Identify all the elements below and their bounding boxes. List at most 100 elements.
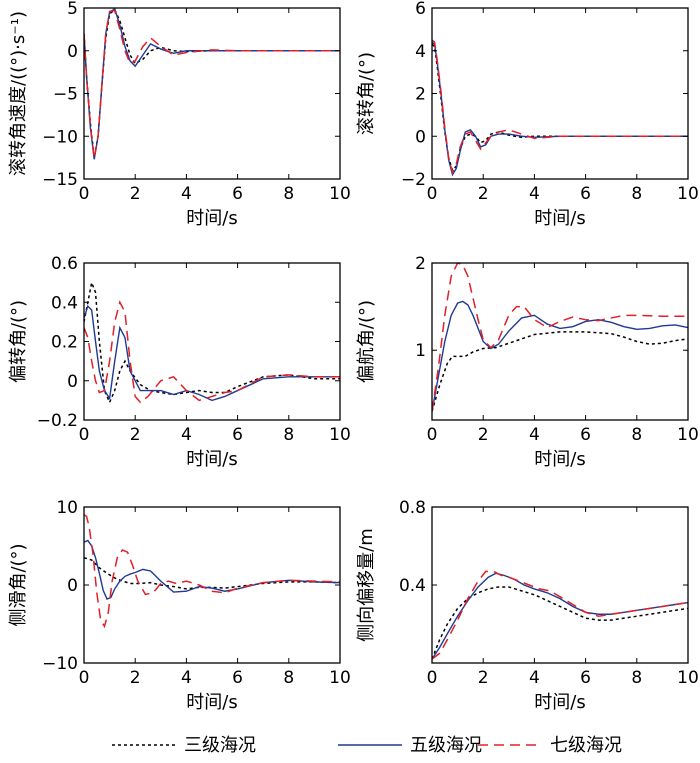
y-axis-label: 侧滑角/(°): [8, 543, 29, 626]
x-tick-label: 2: [130, 668, 141, 688]
axes-frame: [431, 506, 689, 664]
legend-item-s5: 五级海况: [338, 735, 482, 756]
y-tick-label: 2: [415, 85, 426, 105]
x-tick-label: 6: [580, 425, 591, 445]
x-axis-label: 时间/s: [186, 449, 237, 470]
x-axis-label: 时间/s: [534, 692, 585, 713]
x-tick-label: 6: [580, 668, 591, 688]
x-tick-label: 8: [283, 425, 294, 445]
y-axis-label: 偏航角/(°): [356, 300, 377, 383]
legend-label: 三级海况: [184, 735, 256, 756]
x-tick-label: 0: [79, 184, 90, 204]
x-tick-label: 10: [329, 425, 351, 445]
y-tick-label: −15: [42, 170, 78, 190]
x-tick-label: 10: [329, 668, 351, 688]
x-tick-label: 10: [329, 184, 351, 204]
y-tick-label: 0.8: [399, 498, 426, 518]
x-tick-label: 0: [427, 425, 438, 445]
y-tick-label: 0.4: [399, 576, 426, 596]
axes-frame: [431, 262, 689, 421]
series-line-s3: [432, 43, 688, 172]
x-tick-label: 2: [478, 668, 489, 688]
x-tick-label: 6: [232, 668, 243, 688]
x-tick-label: 2: [130, 425, 141, 445]
x-tick-label: 8: [631, 425, 642, 445]
x-tick-label: 10: [677, 668, 699, 688]
y-tick-label: 2: [415, 254, 426, 274]
x-tick-label: 8: [283, 184, 294, 204]
y-tick-label: 5: [67, 0, 78, 19]
x-tick-label: 0: [427, 668, 438, 688]
series-line-s3: [84, 279, 340, 405]
y-tick-label: 0.4: [51, 293, 78, 313]
y-tick-label: 10: [56, 498, 78, 518]
x-tick-label: 0: [79, 668, 90, 688]
series-line-s3: [84, 8, 340, 158]
legend-label: 七级海况: [550, 735, 622, 756]
x-tick-label: 4: [181, 184, 192, 204]
y-axis-label: 滚转角/(°): [356, 52, 377, 135]
x-tick-label: 4: [181, 425, 192, 445]
x-tick-label: 10: [677, 184, 699, 204]
x-tick-label: 8: [631, 668, 642, 688]
y-tick-label: 0: [415, 127, 426, 147]
series-line-s7: [432, 570, 688, 660]
y-tick-label: 0: [67, 42, 78, 62]
x-tick-label: 6: [232, 425, 243, 445]
x-tick-label: 2: [130, 184, 141, 204]
series-line-s3: [84, 556, 340, 590]
y-tick-label: 0: [67, 372, 78, 392]
x-tick-label: 4: [529, 668, 540, 688]
series-line-s5: [432, 572, 688, 660]
x-tick-label: 4: [181, 668, 192, 688]
series-line-s5: [84, 304, 340, 402]
y-tick-label: −2: [401, 170, 426, 190]
x-axis-label: 时间/s: [534, 449, 585, 470]
y-tick-label: 6: [415, 0, 426, 19]
x-tick-label: 8: [283, 668, 294, 688]
legend: 三级海况 五级海况 七级海况: [112, 735, 622, 756]
x-tick-label: 2: [478, 425, 489, 445]
series-line-s3: [432, 586, 688, 660]
legend-label: 五级海况: [410, 735, 482, 756]
series-line-s7: [84, 300, 340, 404]
x-axis-label: 时间/s: [534, 208, 585, 229]
x-axis-label: 时间/s: [186, 208, 237, 229]
chart-lateral-offset: 0 2 4 6 8 10 0.4 0.8 时间/s 侧向偏移量/m: [356, 498, 699, 713]
x-tick-label: 8: [631, 184, 642, 204]
y-tick-label: 0: [67, 576, 78, 596]
legend-item-s7: 七级海况: [478, 735, 622, 756]
y-tick-label: 4: [415, 42, 426, 62]
x-tick-label: 6: [580, 184, 591, 204]
x-tick-label: 0: [79, 425, 90, 445]
x-tick-label: 4: [529, 425, 540, 445]
y-axis-label: 滚转角速度/((°)·s⁻¹): [8, 11, 29, 176]
axes-frame: [431, 7, 689, 180]
y-axis-label: 偏转角/(°): [8, 300, 29, 383]
series-line-s7: [432, 39, 688, 175]
series-line-s7: [84, 9, 340, 159]
y-tick-label: −5: [53, 85, 78, 105]
series-line-s5: [432, 41, 688, 177]
series-line-s5: [84, 7, 340, 160]
x-tick-label: 2: [478, 184, 489, 204]
y-tick-label: 0.6: [51, 254, 78, 274]
series-line-s5: [432, 300, 688, 412]
x-tick-label: 4: [529, 184, 540, 204]
series-line-s7: [432, 262, 688, 412]
x-tick-label: 10: [677, 425, 699, 445]
x-axis-label: 时间/s: [186, 692, 237, 713]
y-tick-label: 0.2: [51, 333, 78, 353]
x-tick-label: 0: [427, 184, 438, 204]
y-tick-label: −10: [42, 654, 78, 674]
y-tick-label: −10: [42, 127, 78, 147]
axes-frame: [83, 506, 341, 664]
y-tick-label: −0.2: [37, 411, 78, 431]
chart-roll-rate: 0 2 4 6 8 10 −15 −10 −5 0 5 时间/s 滚转角速度/((°)·s⁻¹): [8, 0, 351, 229]
series-line-s3: [432, 331, 688, 412]
